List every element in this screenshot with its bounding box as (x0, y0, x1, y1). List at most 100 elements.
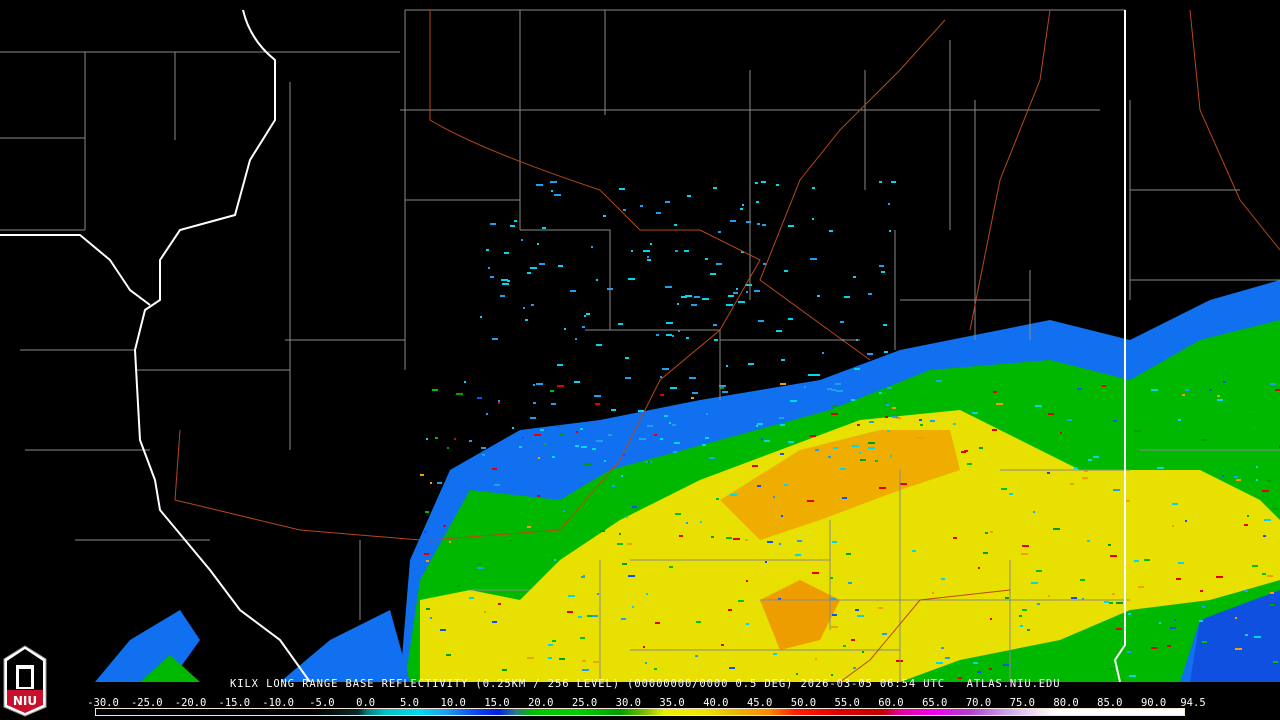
echo-pixel (490, 223, 496, 225)
colorbar-tick-label: 90.0 (1140, 697, 1167, 709)
echo-pixel (424, 531, 427, 533)
echo-pixel (580, 428, 583, 430)
echo-pixel (855, 609, 859, 611)
echo-pixel (836, 390, 843, 392)
echo-pixel (810, 435, 816, 437)
echo-pixel (558, 265, 563, 267)
echo-pixel (582, 669, 589, 671)
echo-pixel (482, 454, 485, 456)
echo-pixel (1270, 592, 1274, 594)
echo-pixel (669, 566, 673, 568)
echo-pixel (533, 384, 535, 386)
echo-pixel (638, 410, 644, 412)
echo-pixel (831, 674, 833, 676)
echo-pixel (612, 485, 615, 487)
echo-pixel (784, 270, 788, 272)
echo-pixel (713, 324, 717, 326)
echo-pixel (440, 629, 446, 631)
echo-pixel (702, 298, 709, 300)
echo-pixel (916, 437, 923, 439)
echo-pixel (1074, 467, 1077, 469)
echo-pixel (883, 324, 887, 326)
echo-pixel (554, 559, 556, 561)
echo-pixel (868, 293, 872, 295)
echo-pixel (765, 561, 767, 563)
echo-pixel (666, 322, 673, 324)
echo-pixel (1236, 479, 1241, 481)
echo-pixel (643, 250, 650, 252)
colorbar-tick-label: 55.0 (834, 697, 860, 709)
echo-pixel (1217, 395, 1220, 397)
echo-pixel (691, 397, 694, 399)
echo-pixel (591, 246, 593, 248)
echo-pixel (936, 662, 943, 664)
echo-pixel (1033, 511, 1035, 513)
echo-pixel (729, 667, 735, 669)
echo-pixel (764, 440, 770, 442)
echo-pixel (435, 437, 438, 439)
colorbar-tick-label: -5.0 (309, 697, 335, 709)
echo-pixel (843, 645, 846, 647)
echo-pixel (696, 621, 701, 623)
echo-orange (720, 430, 960, 540)
echo-pixel (514, 220, 517, 222)
echo-pixel (797, 540, 802, 542)
echo-pixel (457, 585, 460, 587)
echo-pixel (1084, 470, 1088, 472)
echo-pixel (979, 447, 983, 449)
echo-pixel (537, 243, 539, 245)
echo-pixel (492, 468, 497, 470)
echo-pixel (519, 512, 523, 514)
echo-pixel (525, 319, 528, 321)
echo-pixel (1273, 661, 1278, 663)
echo-pixel (1036, 570, 1042, 572)
echo-pixel (552, 640, 556, 642)
echo-pixel (551, 403, 556, 405)
echo-pixel (812, 572, 819, 574)
echo-pixel (655, 622, 660, 624)
echo-pixel (1172, 525, 1174, 527)
echo-pixel (675, 513, 681, 515)
echo-pixel (828, 456, 831, 458)
echo-pixel (912, 550, 916, 552)
echo-pixel (875, 460, 878, 462)
echo-pixel (469, 440, 472, 442)
colorbar-tick-label: -25.0 (130, 697, 163, 709)
echo-pixel (1159, 622, 1161, 624)
echo-pixel (530, 267, 537, 269)
echo-pixel (632, 606, 634, 608)
echo-pixel (596, 440, 603, 442)
echo-pixel (1244, 524, 1248, 526)
colorbar-tick-label: 70.0 (965, 697, 992, 709)
echo-pixel (523, 307, 525, 309)
echo-pixel (763, 263, 767, 265)
echo-pixel (888, 203, 890, 205)
echo-pixel (1202, 641, 1207, 643)
echo-pixel (887, 387, 892, 389)
echo-pixel (852, 445, 859, 447)
echo-pixel (840, 321, 844, 323)
echo-pixel (1138, 586, 1144, 588)
echo-pixel (990, 531, 993, 533)
echo-pixel (788, 318, 793, 320)
echo-pixel (778, 598, 781, 600)
echo-pixel (780, 453, 784, 455)
echo-pixel (1209, 389, 1212, 391)
echo-pixel (721, 644, 724, 646)
echo-pixel (1201, 439, 1207, 441)
echo-pixel (1116, 602, 1123, 604)
echo-pixel (550, 181, 557, 183)
echo-pixel (596, 279, 598, 281)
echo-pixel (628, 575, 635, 577)
echo-pixel (575, 445, 579, 447)
echo-pixel (716, 498, 719, 500)
echo-pixel (992, 429, 997, 431)
echo-pixel (804, 386, 806, 388)
colorbar-tick-label: 40.0 (703, 697, 729, 709)
echo-pixel (796, 673, 798, 675)
echo-pixel (619, 533, 621, 535)
echo-pixel (773, 653, 777, 655)
echo-pixel (977, 671, 981, 673)
echo-pixel (953, 537, 957, 539)
echo-pixel (1144, 559, 1150, 561)
